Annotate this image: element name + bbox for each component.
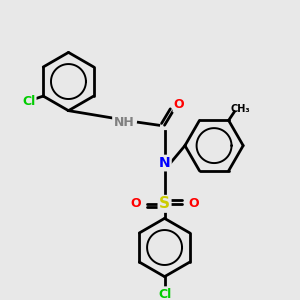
Text: O: O <box>188 197 199 210</box>
Text: S: S <box>159 196 170 211</box>
Text: NH: NH <box>113 116 134 129</box>
Text: N: N <box>159 156 170 170</box>
Text: CH₃: CH₃ <box>230 104 250 114</box>
Text: Cl: Cl <box>22 95 35 108</box>
Text: Cl: Cl <box>158 288 171 300</box>
Text: O: O <box>130 197 141 210</box>
Text: O: O <box>174 98 184 111</box>
